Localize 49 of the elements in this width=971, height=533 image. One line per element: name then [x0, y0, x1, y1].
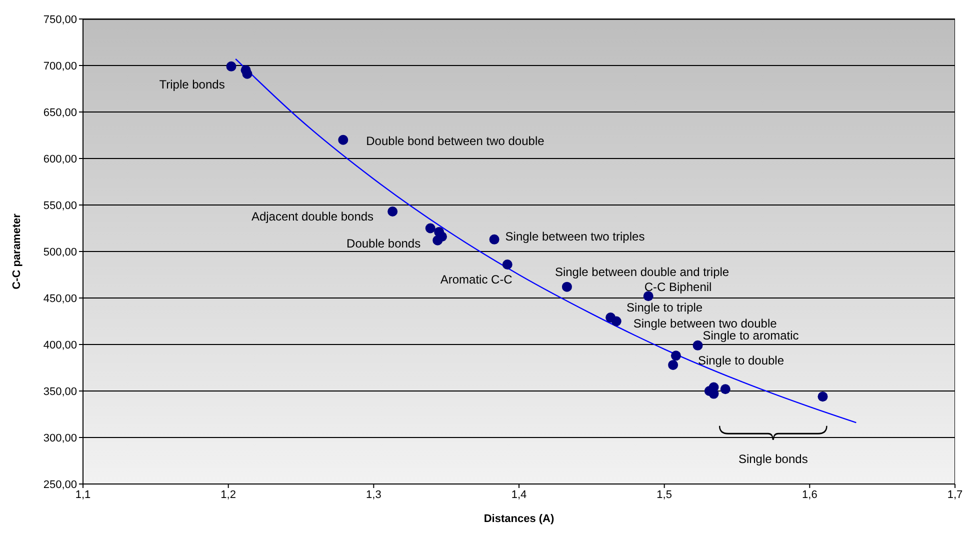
annotation: C-C Biphenil [644, 280, 712, 294]
y-tick-label: 700,00 [43, 60, 77, 72]
point [611, 316, 622, 326]
point [226, 61, 236, 72]
x-axis-title: Distances (A) [484, 513, 554, 525]
annotation: Adjacent double bonds [251, 210, 374, 224]
x-tick-label: 1,4 [511, 488, 527, 501]
annotation: Triple bonds [159, 77, 225, 92]
x-tick-label: 1,6 [802, 488, 818, 501]
annotation: Single to triple [626, 300, 703, 315]
y-axis-title: C-C parameter [10, 212, 23, 290]
annotation: Single to double [698, 354, 784, 368]
y-tick-label: 750,00 [43, 14, 77, 26]
y-tick-label: 250,00 [43, 478, 77, 491]
point [720, 384, 730, 394]
annotation: Single between double and triple [554, 264, 730, 279]
y-tick-label: 300,00 [43, 432, 77, 444]
annotation: Aromatic C-C [440, 272, 513, 287]
y-tick-label: 350,00 [43, 386, 77, 398]
annotation: Single bonds [738, 452, 808, 466]
x-tick-label: 1,1 [75, 488, 91, 501]
x-tick-label: 1,3 [366, 488, 382, 501]
annotation: Double bond between two double [366, 134, 545, 148]
annotation: Double bonds [346, 236, 421, 250]
point [489, 234, 500, 244]
annotation: Single between two triples [505, 229, 645, 244]
point [818, 392, 828, 402]
point [425, 223, 436, 234]
y-tick-label: 400,00 [43, 339, 77, 352]
point [668, 360, 678, 370]
point [562, 282, 572, 292]
point [670, 350, 681, 361]
point [242, 68, 252, 79]
point [502, 260, 512, 270]
line-series [235, 58, 857, 424]
y-tick-label: 450,00 [43, 292, 77, 305]
x-tick-label: 1,5 [656, 488, 672, 501]
y-tick-label: 550,00 [43, 200, 77, 212]
annotation: Single between two double [633, 316, 778, 330]
y-tick-label: 600,00 [43, 153, 77, 166]
point [643, 291, 654, 302]
y-tick-label: 500,00 [43, 246, 77, 258]
point [388, 206, 398, 217]
point [692, 340, 703, 350]
annotation: Single to aromatic [702, 328, 799, 342]
x-tick-label: 1,7 [947, 488, 963, 501]
y-tick-label: 650,00 [43, 106, 77, 119]
point [338, 134, 348, 145]
x-tick-label: 1,2 [220, 488, 236, 501]
